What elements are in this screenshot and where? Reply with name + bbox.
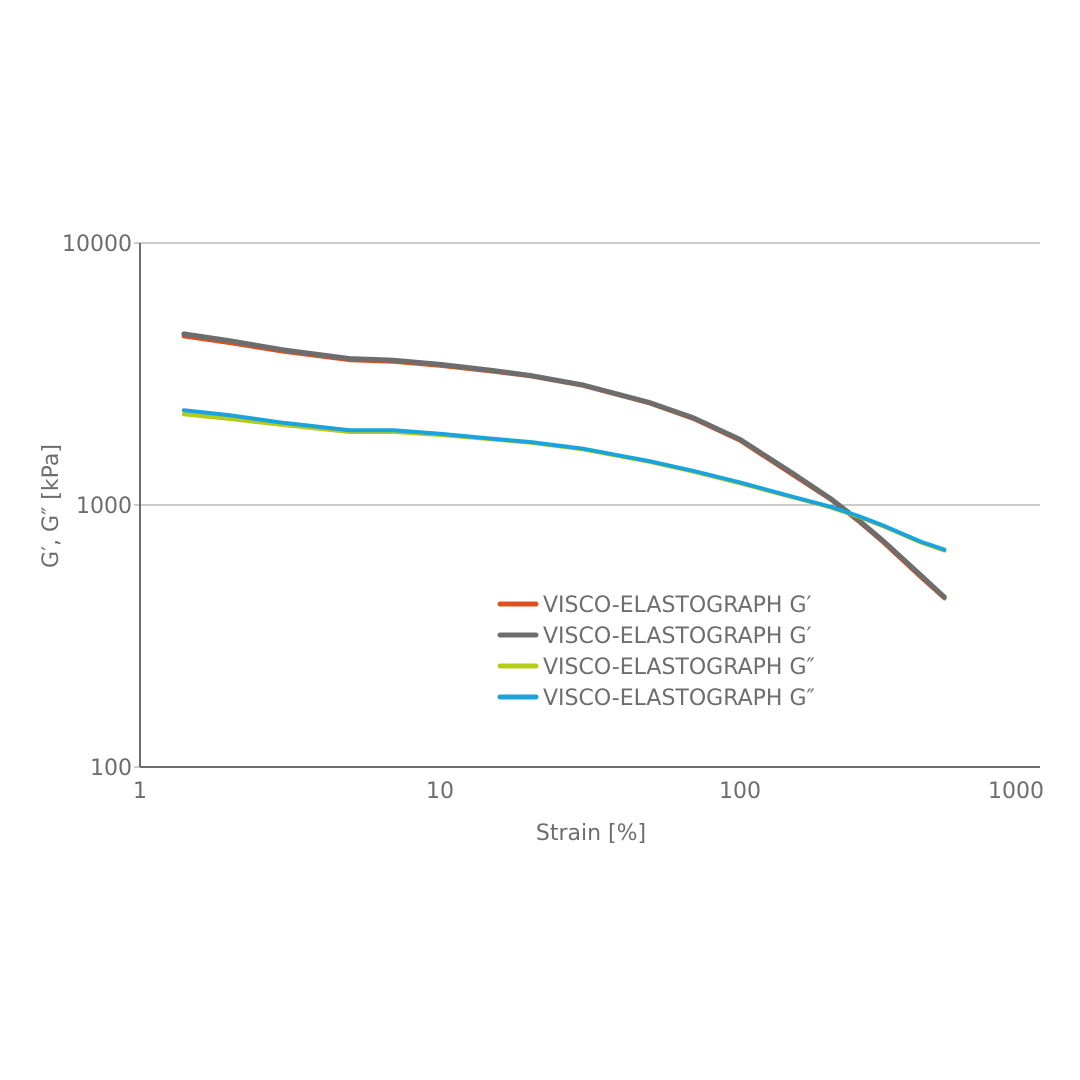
y-tick-label: 10000 bbox=[62, 232, 132, 257]
series-line-3 bbox=[181, 412, 947, 553]
legend: VISCO-ELASTOGRAPH G′ VISCO-ELASTOGRAPH G′… bbox=[497, 593, 815, 711]
x-tick-labels: 1 10 100 1000 bbox=[133, 779, 1044, 804]
axes bbox=[139, 243, 1040, 768]
legend-label-3: VISCO-ELASTOGRAPH G″ bbox=[543, 655, 815, 680]
x-axis-title: Strain [%] bbox=[536, 821, 646, 846]
x-tick-label: 10 bbox=[426, 779, 454, 804]
x-tick-label: 1 bbox=[133, 779, 147, 804]
y-axis-title: G′, G″ [kPa] bbox=[39, 444, 64, 568]
y-tick-label: 1000 bbox=[76, 494, 132, 519]
legend-label-4: VISCO-ELASTOGRAPH G″ bbox=[543, 686, 815, 711]
series-line-2 bbox=[181, 331, 947, 600]
legend-label-2: VISCO-ELASTOGRAPH G′ bbox=[543, 624, 812, 649]
y-tick-label: 100 bbox=[90, 756, 132, 781]
legend-label-1: VISCO-ELASTOGRAPH G′ bbox=[543, 593, 812, 618]
series-line-4 bbox=[181, 408, 947, 552]
series-line-1 bbox=[181, 334, 947, 601]
series-lines bbox=[181, 331, 947, 601]
x-tick-label: 1000 bbox=[988, 779, 1044, 804]
x-tick-label: 100 bbox=[719, 779, 761, 804]
y-tick-labels: 100 1000 10000 bbox=[62, 232, 132, 781]
